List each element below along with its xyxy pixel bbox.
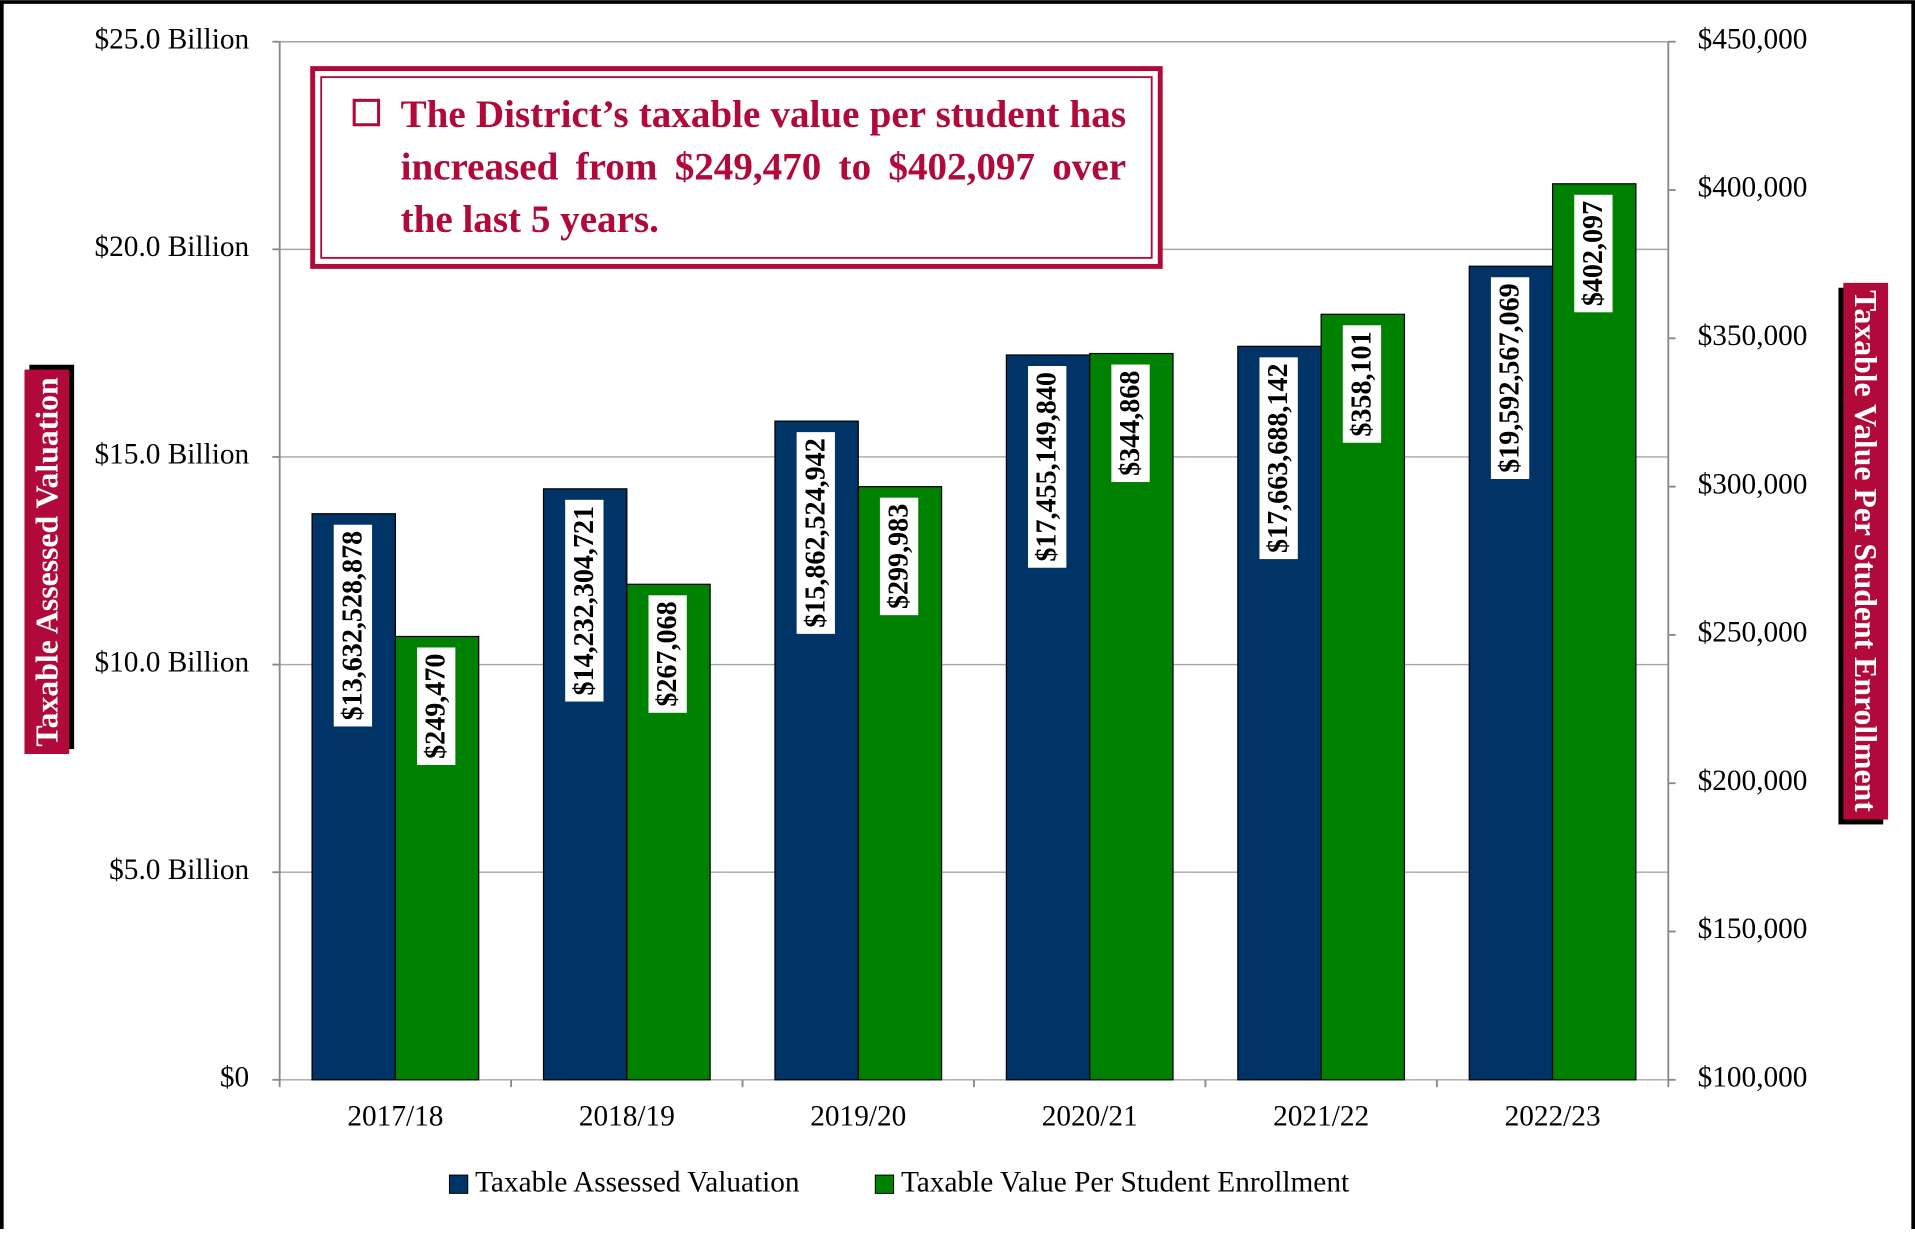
y-tick-label: $0 [220, 1062, 249, 1094]
annotation: The District’s taxable value per student… [400, 91, 1127, 241]
x-tick-label: 2021/22 [1273, 1101, 1369, 1133]
x-tick-label: 2017/18 [347, 1101, 443, 1133]
value-label-group: $344,868 [1111, 364, 1150, 483]
value-label-box [648, 595, 687, 713]
legend-label: Taxable Value Per Student Enrollment [901, 1167, 1349, 1199]
value-label-box [333, 524, 373, 727]
value-label-group: $402,097 [1574, 194, 1613, 313]
value-label-group: $358,101 [1342, 325, 1382, 443]
bar [626, 583, 711, 1081]
legend-label: Taxable Assessed Valuation [475, 1167, 800, 1199]
value-label: $299,983 [884, 504, 915, 609]
value-label-group: $267,068 [648, 595, 687, 713]
y-tick-label: $25.0 Billion [95, 23, 250, 55]
axis-title-box [24, 369, 70, 754]
value-label-box [796, 432, 835, 634]
value-label: $14,232,304,721 [569, 506, 600, 696]
y-tick-label: $10.0 Billion [95, 646, 250, 678]
value-label-box [1490, 277, 1530, 479]
value-label: $249,470 [421, 654, 452, 759]
value-label-group: $17,663,688,142 [1259, 357, 1298, 560]
value-label: $358,101 [1346, 331, 1377, 436]
value-label: $402,097 [1578, 201, 1609, 306]
value-label: $19,592,567,069 [1495, 283, 1526, 473]
value-label: $267,068 [652, 601, 683, 706]
value-label-group: $249,470 [417, 647, 456, 765]
bar [1468, 265, 1554, 1081]
y2-tick-label: $450,000 [1698, 23, 1808, 55]
value-label-box [417, 647, 456, 765]
axis-title-box [1843, 282, 1889, 820]
x-tick-label: 2022/23 [1505, 1101, 1601, 1133]
value-label-group: $299,983 [879, 497, 919, 616]
y2-tick-label: $250,000 [1698, 617, 1808, 649]
annotation-box: The District’s taxable value per student… [310, 66, 1163, 269]
value-label: $344,868 [1115, 371, 1146, 476]
value-label-group: $19,592,567,069 [1490, 277, 1530, 479]
x-tick-label: 2019/20 [810, 1101, 906, 1133]
axis-title-group: Taxable Assessed Valuation [24, 364, 75, 754]
value-label-group: $13,632,528,878 [333, 524, 373, 727]
legend-swatch [448, 1174, 469, 1194]
value-label-group: $15,862,524,942 [796, 432, 835, 634]
value-label-box [1259, 357, 1298, 560]
value-label-box [1574, 194, 1613, 313]
y2-tick-label: $300,000 [1698, 468, 1808, 500]
legend-swatch [874, 1174, 895, 1194]
y2-tick-label: $150,000 [1698, 913, 1808, 945]
y2-tick-label: $350,000 [1698, 320, 1808, 352]
y-tick-label: $5.0 Billion [109, 854, 249, 886]
y-tick-label: $15.0 Billion [95, 439, 250, 471]
x-tick-label: 2018/19 [579, 1101, 675, 1133]
y2-tick-label: $100,000 [1698, 1062, 1808, 1094]
y-tick-label: $20.0 Billion [95, 231, 250, 263]
axis-title: Taxable Value Per Student Enrollment [1848, 290, 1883, 812]
value-label: $13,632,528,878 [337, 531, 368, 721]
value-label-box [565, 499, 604, 702]
value-label: $17,663,688,142 [1263, 363, 1294, 553]
value-label-box [879, 497, 919, 616]
value-label-box [1342, 325, 1382, 443]
axis-title: Taxable Assessed Valuation [29, 377, 64, 747]
x-tick-label: 2020/21 [1042, 1101, 1138, 1133]
bar [1551, 183, 1637, 1081]
y2-tick-label: $400,000 [1698, 172, 1808, 204]
y2-tick-label: $200,000 [1698, 765, 1808, 797]
value-label: $15,862,524,942 [800, 438, 831, 628]
axis-title-group: Taxable Value Per Student Enrollment [1838, 282, 1889, 825]
value-label-box [1028, 365, 1067, 568]
annotation-wrap: The District’s taxable value per student… [400, 91, 1127, 241]
value-label-group: $17,455,149,840 [1028, 365, 1067, 568]
value-label-group: $14,232,304,721 [565, 499, 604, 702]
value-label: $17,455,149,840 [1032, 372, 1063, 562]
value-label-box [1111, 364, 1150, 483]
